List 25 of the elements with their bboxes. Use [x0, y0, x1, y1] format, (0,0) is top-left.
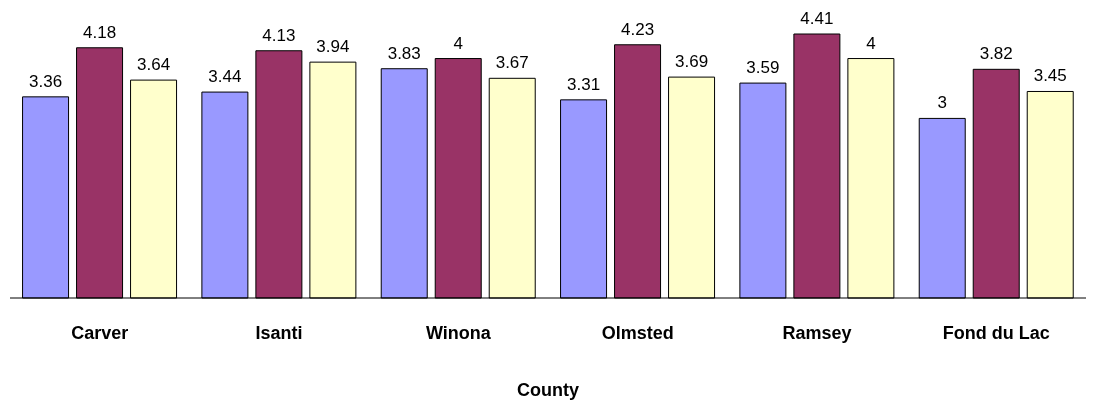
- data-label: 4: [453, 33, 463, 53]
- data-label: 3.64: [137, 55, 171, 75]
- data-label: 3.94: [316, 37, 350, 57]
- x-tick-label: Olmsted: [601, 322, 674, 343]
- data-label: 4.23: [621, 19, 655, 39]
- data-label: 3.36: [29, 71, 63, 91]
- data-label: 3.82: [979, 44, 1013, 64]
- data-label: 3.67: [495, 53, 529, 73]
- x-tick-label: Carver: [71, 322, 129, 343]
- data-label: 4.41: [800, 9, 834, 28]
- data-label: 4.13: [262, 25, 296, 45]
- x-tick-label: Winona: [425, 322, 492, 343]
- data-label: 4.18: [83, 22, 117, 42]
- data-label: 3.31: [567, 74, 601, 94]
- x-tick-label: Isanti: [255, 322, 303, 343]
- data-label: 3.59: [746, 58, 780, 78]
- data-label: 3.83: [387, 43, 421, 63]
- data-label: 4: [866, 33, 876, 53]
- x-axis-title: County: [517, 380, 579, 400]
- data-label: 3.69: [675, 52, 709, 72]
- data-label: 3.45: [1033, 66, 1067, 86]
- x-tick-label: Ramsey: [782, 322, 852, 343]
- data-label: 3: [937, 93, 947, 113]
- x-tick-label: Fond du Lac: [942, 322, 1050, 343]
- data-label: 3.44: [208, 67, 242, 87]
